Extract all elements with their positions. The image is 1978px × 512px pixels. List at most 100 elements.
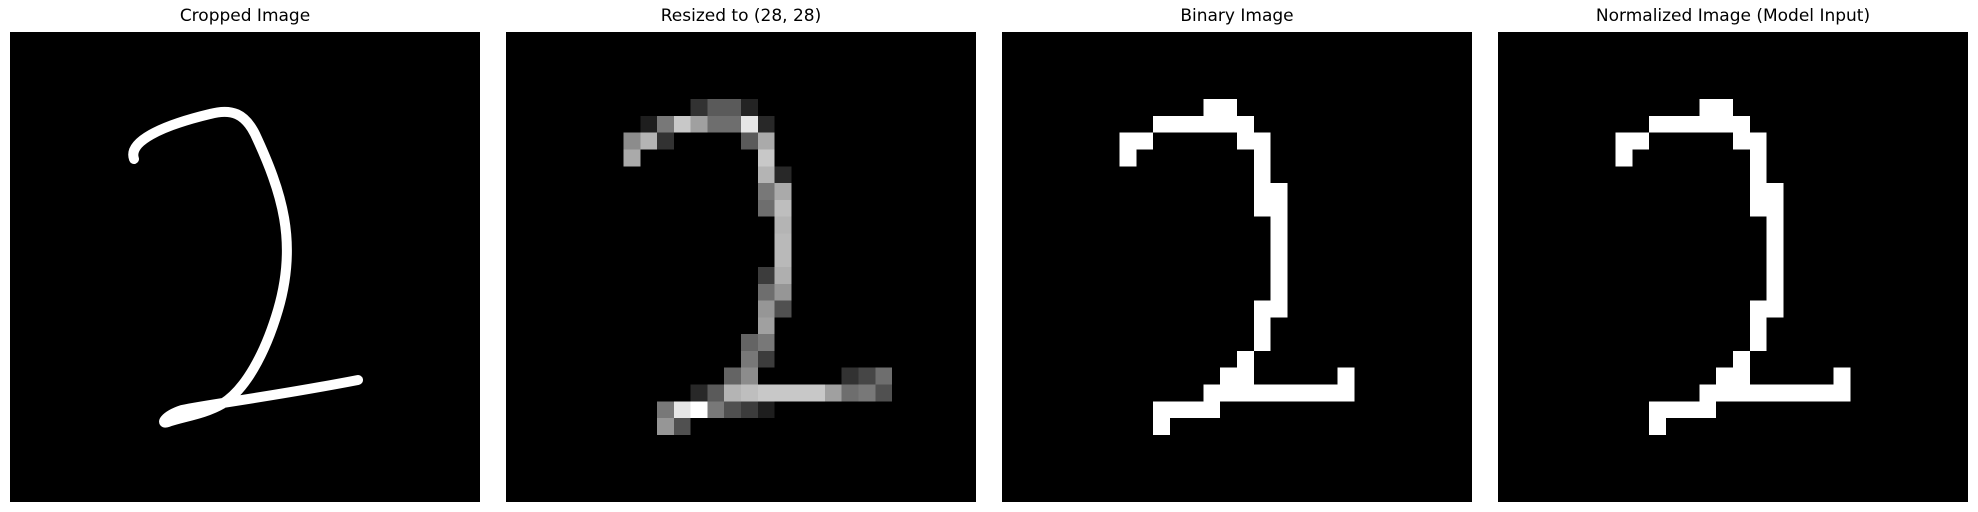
pixel <box>724 99 741 116</box>
pixel <box>657 418 674 435</box>
pixel <box>741 384 758 402</box>
pixel-run <box>1615 149 1633 167</box>
pixel-run <box>1253 300 1288 318</box>
pixel <box>741 401 758 419</box>
pixel <box>875 384 893 402</box>
pixel-run <box>1153 115 1254 133</box>
pixel <box>707 99 725 116</box>
pixel-run <box>1119 132 1154 150</box>
pixel <box>673 401 691 419</box>
panel-binary-image: Binary Image <box>1002 0 1472 512</box>
pixel <box>774 216 792 234</box>
pixel <box>774 283 792 301</box>
panel-normalized-image: Normalized Image (Model Input) <box>1498 0 1968 512</box>
pixel <box>824 384 842 402</box>
pixel-run <box>1153 418 1170 435</box>
pixel-run <box>1749 317 1767 335</box>
pixel <box>657 132 674 150</box>
pixel <box>808 384 825 402</box>
pixel-run <box>1833 367 1851 385</box>
pixel <box>774 199 792 217</box>
pixel <box>774 384 792 402</box>
pixel <box>623 132 641 150</box>
pixel <box>690 115 708 133</box>
pixel-run <box>1237 350 1254 368</box>
resized-digit-image <box>506 32 976 502</box>
pixel-run <box>1203 384 1355 402</box>
pixel <box>757 199 775 217</box>
pixel <box>757 350 775 368</box>
pixel-run <box>1153 401 1221 419</box>
pixel-run <box>1699 99 1733 116</box>
pixel <box>690 384 708 402</box>
panel-cropped-image: Cropped Image <box>10 0 480 512</box>
pixel <box>757 300 775 318</box>
cropped-digit-image <box>10 32 480 502</box>
pixel <box>673 115 691 133</box>
pixel-run <box>1649 418 1666 435</box>
panel-resized-image: Resized to (28, 28) <box>506 0 976 512</box>
pixel <box>774 166 792 184</box>
pixel <box>724 367 741 385</box>
pixel <box>657 401 674 419</box>
pixel-run <box>1766 233 1784 251</box>
pixel-run <box>1270 267 1288 284</box>
pixel-run <box>1749 149 1767 167</box>
pixel <box>707 401 725 419</box>
pixel <box>757 401 775 419</box>
pixel <box>774 183 792 200</box>
pixel <box>657 115 674 133</box>
pixel <box>741 367 758 385</box>
pixel-run <box>1270 250 1288 267</box>
pixel <box>791 384 809 402</box>
pixel-run <box>1615 132 1650 150</box>
pixel-run <box>1699 384 1851 402</box>
pixel <box>757 132 775 150</box>
pixel <box>741 350 758 368</box>
pixel <box>774 250 792 267</box>
resized-digit-svg <box>623 99 893 435</box>
pixel-run <box>1766 250 1784 267</box>
pixel <box>640 132 658 150</box>
pixel-run <box>1253 317 1271 335</box>
cropped-digit-svg <box>128 106 363 428</box>
pixel-run <box>1733 350 1750 368</box>
pixel-run <box>1749 334 1767 351</box>
pixel-run <box>1253 334 1271 351</box>
pixel-run <box>1649 115 1750 133</box>
panel-title-normalized: Normalized Image (Model Input) <box>1595 6 1871 26</box>
pixel <box>757 384 775 402</box>
pixel-run <box>1253 166 1271 184</box>
binary-digit-image <box>1002 32 1472 502</box>
pixel-run <box>1253 183 1288 200</box>
panel-title-cropped: Cropped Image <box>179 6 311 26</box>
pixel <box>741 132 758 150</box>
pixel <box>757 267 775 284</box>
pixel-run <box>1733 132 1767 150</box>
pixel-run <box>1270 216 1288 234</box>
pixel <box>724 401 741 419</box>
pixel-run <box>1237 132 1271 150</box>
pixel <box>757 283 775 301</box>
pixel-run <box>1119 149 1137 167</box>
pixel-run <box>1253 199 1288 217</box>
panel-title-resized: Resized to (28, 28) <box>660 6 822 26</box>
pixel <box>858 384 876 402</box>
pixel-run <box>1649 401 1717 419</box>
pixel-run <box>1220 367 1254 385</box>
panel-title-binary: Binary Image <box>1180 6 1294 26</box>
pixel-run <box>1749 199 1784 217</box>
pixel <box>741 99 758 116</box>
pixel <box>774 300 792 318</box>
pixel <box>757 115 775 133</box>
pixel <box>841 384 859 402</box>
pixel <box>623 149 641 167</box>
normalized-digit-image <box>1498 32 1968 502</box>
pixel-run <box>1716 367 1750 385</box>
pixel <box>707 115 725 133</box>
pixel-run <box>1749 183 1784 200</box>
pixel-run <box>1337 367 1355 385</box>
pixel <box>640 115 658 133</box>
pixel <box>875 367 893 385</box>
pixel <box>707 384 725 402</box>
